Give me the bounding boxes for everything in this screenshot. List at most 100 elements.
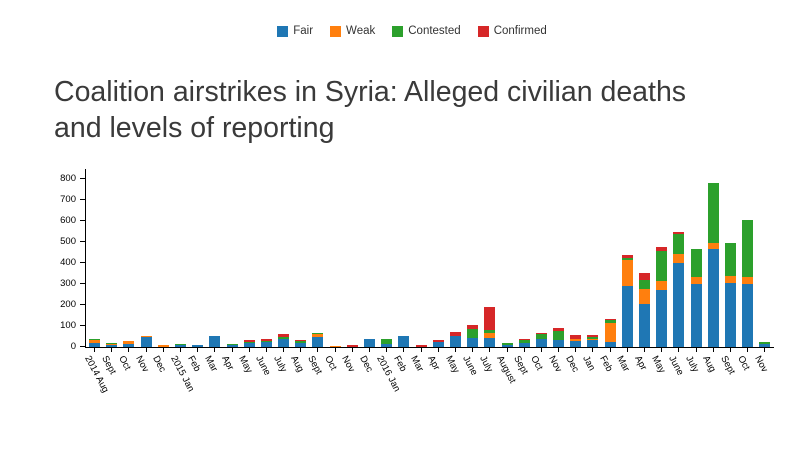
bar-stack xyxy=(587,334,599,347)
bar-segment-confirmed xyxy=(467,324,479,330)
bar-stack xyxy=(656,246,668,347)
x-axis-tick xyxy=(214,347,216,352)
bar-segment-contested xyxy=(621,257,633,260)
bar-segment-fair xyxy=(484,337,496,347)
x-tick-label: Sept xyxy=(305,354,325,377)
bar-segment-contested xyxy=(295,341,307,343)
bar-segment-fair xyxy=(364,339,375,347)
x-axis-tick xyxy=(592,347,594,352)
bar-stack xyxy=(364,339,375,347)
bar-stack xyxy=(329,345,341,347)
bar-segment-weak xyxy=(587,339,599,341)
x-axis-tick xyxy=(386,347,388,352)
y-axis-tick xyxy=(80,346,85,347)
bar-segment-weak xyxy=(604,323,616,342)
bar-stack xyxy=(295,340,307,347)
legend-item-weak: Weak xyxy=(330,25,375,38)
y-axis-tick xyxy=(80,303,85,305)
bar-stack xyxy=(621,255,633,347)
x-axis-tick xyxy=(231,347,233,352)
x-axis-tick xyxy=(764,347,766,352)
bar-segment-confirmed xyxy=(278,334,290,338)
bar-segment-confirmed xyxy=(553,328,565,332)
x-axis-tick xyxy=(128,347,130,352)
x-axis-tick xyxy=(472,347,474,352)
y-axis-tick xyxy=(80,282,85,284)
bar-segment-confirmed xyxy=(415,345,427,347)
bar-segment-contested xyxy=(759,341,771,344)
bar-segment-contested xyxy=(639,279,650,290)
bar-stack xyxy=(639,272,650,347)
bar-column: Nov xyxy=(546,169,567,374)
chart-legend: Fair Weak Contested Confirmed xyxy=(18,25,788,38)
y-tick-label: 300 xyxy=(60,277,76,289)
bar-stack xyxy=(140,335,152,347)
legend-swatch-contested xyxy=(392,26,404,38)
x-tick-label: July xyxy=(477,354,495,375)
legend-item-fair: Fair xyxy=(277,25,313,38)
bar-segment-contested xyxy=(742,220,754,277)
bar-column: Oct xyxy=(735,169,756,372)
bar-column: Dec xyxy=(563,169,584,374)
bar-segment-fair xyxy=(192,345,204,347)
bar-column: June xyxy=(666,169,687,377)
bar-segment-contested xyxy=(707,182,719,244)
x-tick-label: Apr xyxy=(425,354,443,373)
bar-segment-fair xyxy=(759,344,771,347)
x-tick-label: Oct xyxy=(322,354,340,373)
bar-segment-confirmed xyxy=(295,340,307,342)
x-tick-label: Aug xyxy=(700,354,719,375)
bar-segment-confirmed xyxy=(673,231,685,235)
bar-column: Sept xyxy=(718,169,739,376)
x-tick-label: July xyxy=(683,354,702,375)
x-tick-label: Nov xyxy=(339,354,358,375)
bar-segment-fair xyxy=(209,336,221,347)
bar-stack xyxy=(432,339,444,347)
x-axis-tick xyxy=(265,347,267,352)
bar-column: Sept xyxy=(99,169,120,376)
bar-column: Oct xyxy=(323,169,344,372)
bar-column: Jan xyxy=(580,169,601,373)
bar-column: July xyxy=(683,169,705,374)
bar-segment-fair xyxy=(587,340,599,347)
y-axis-tick xyxy=(80,177,85,179)
x-axis-tick xyxy=(489,347,491,352)
bar-stack xyxy=(123,340,135,347)
x-axis-tick xyxy=(111,347,113,352)
bar-column: Oct xyxy=(116,169,137,372)
bar-column: Mar xyxy=(615,169,636,374)
bar-stack xyxy=(192,345,204,347)
bar-segment-fair xyxy=(398,336,410,347)
bar-stack xyxy=(398,336,410,347)
x-axis-tick xyxy=(145,347,147,352)
bar-segment-fair xyxy=(690,283,702,347)
x-tick-label: June xyxy=(460,354,480,378)
bar-segment-contested xyxy=(673,234,685,254)
y-axis-tick xyxy=(80,240,85,242)
bar-segment-contested xyxy=(467,329,479,338)
bar-segment-fair xyxy=(278,339,290,347)
bar-segment-fair xyxy=(656,290,668,347)
bar-stack xyxy=(226,343,238,347)
bar-segment-contested xyxy=(553,331,565,341)
bar-column: May xyxy=(649,169,670,375)
bar-segment-contested xyxy=(174,343,186,345)
bar-stack xyxy=(673,231,685,347)
bar-segment-confirmed xyxy=(432,339,444,342)
x-tick-label: May xyxy=(649,354,668,376)
x-tick-label: Apr xyxy=(631,354,649,373)
x-tick-label: Oct xyxy=(735,354,752,373)
bar-segment-fair xyxy=(381,344,393,347)
bar-column: Feb xyxy=(391,169,412,374)
bar-segment-fair xyxy=(518,343,530,347)
x-tick-label: Dec xyxy=(150,354,169,375)
x-axis-tick xyxy=(317,347,319,352)
x-axis-tick xyxy=(94,347,95,352)
bar-column: Mar xyxy=(202,169,223,374)
bar-segment-confirmed xyxy=(656,246,668,252)
x-axis-tick xyxy=(179,347,181,352)
x-axis-tick xyxy=(334,347,336,352)
bar-segment-contested xyxy=(226,344,238,346)
bar-segment-fair xyxy=(295,342,307,347)
bar-segment-fair xyxy=(604,341,616,347)
